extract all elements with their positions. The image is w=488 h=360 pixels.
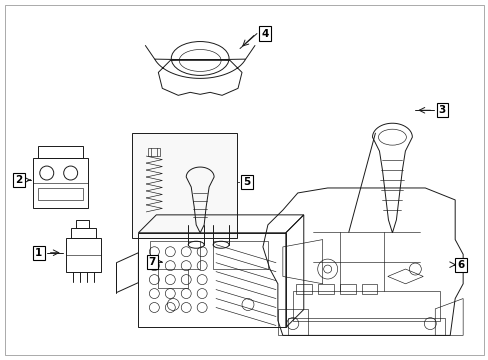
Text: 1: 1 [35, 248, 42, 258]
Bar [33, 158, 87, 208]
Bar [150, 241, 200, 269]
Ellipse shape [378, 129, 406, 145]
Text: 4: 4 [261, 28, 268, 39]
Bar [361, 284, 377, 294]
Bar [132, 133, 237, 238]
Bar [148, 148, 160, 156]
Bar [38, 188, 82, 200]
Ellipse shape [171, 41, 228, 75]
Bar [339, 284, 355, 294]
Text: 5: 5 [243, 177, 250, 187]
Text: 3: 3 [438, 105, 445, 115]
Bar [317, 284, 333, 294]
Text: 6: 6 [457, 260, 464, 270]
Bar [213, 241, 267, 269]
Text: 2: 2 [15, 175, 22, 185]
Bar [295, 284, 311, 294]
Ellipse shape [213, 221, 228, 228]
Text: 7: 7 [148, 257, 156, 267]
Ellipse shape [188, 221, 203, 228]
